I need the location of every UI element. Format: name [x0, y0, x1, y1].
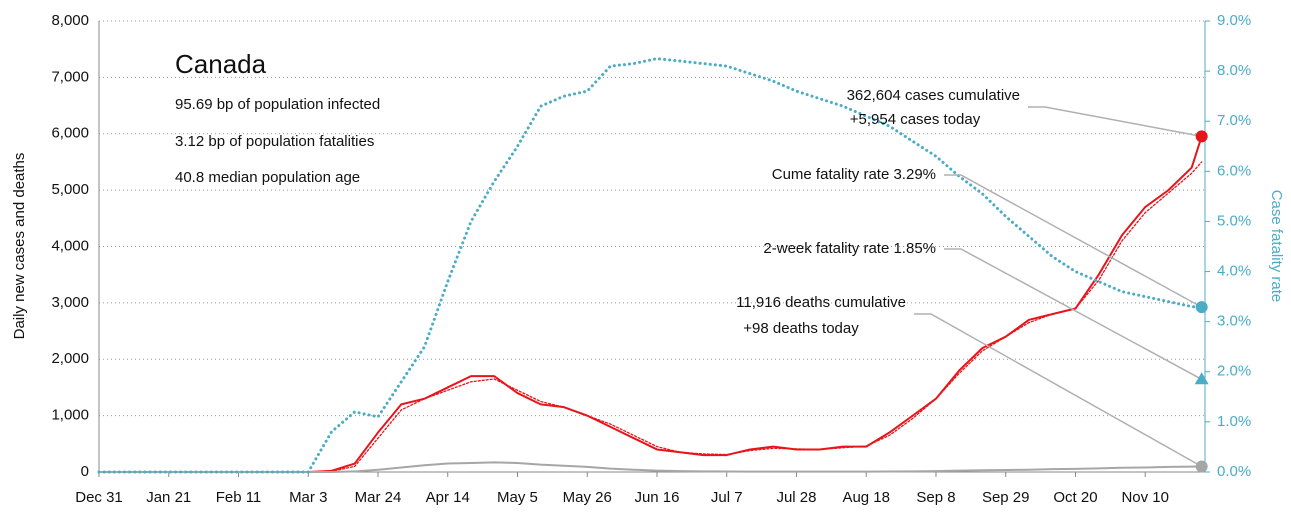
series-line: [98, 135, 1203, 473]
y2-tick-label: 6.0%: [1217, 162, 1251, 179]
y-tick-label: 1,000: [51, 407, 89, 424]
annotation: +98 deaths today: [743, 320, 859, 337]
y-tick-label: 0: [81, 463, 89, 480]
x-tick-label: Apr 14: [426, 489, 470, 506]
x-tick-label: Jun 16: [634, 489, 679, 506]
annotation: 2-week fatality rate 1.85%: [763, 240, 936, 257]
y2-axis-label: Case fatality rate: [1268, 190, 1285, 303]
x-tick-label: Mar 24: [355, 489, 402, 506]
x-tick-label: May 26: [563, 489, 612, 506]
y-axis-label: Daily new cases and deaths: [11, 153, 28, 340]
x-tick-label: Jul 28: [776, 489, 816, 506]
x-tick-label: Nov 10: [1121, 489, 1169, 506]
info-line: 40.8 median population age: [175, 169, 360, 186]
y2-tick-label: 3.0%: [1217, 313, 1251, 330]
marker: [1194, 372, 1209, 385]
info-line: 95.69 bp of population infected: [175, 96, 380, 113]
y-tick-label: 7,000: [51, 68, 89, 85]
y-tick-label: 3,000: [51, 294, 89, 311]
y-tick-label: 2,000: [51, 350, 89, 367]
y-tick-label: 8,000: [51, 12, 89, 29]
marker: [1195, 301, 1208, 314]
x-tick-label: Jul 7: [711, 489, 743, 506]
y-tick-label: 5,000: [51, 181, 89, 198]
annotation: +5,954 cases today: [850, 111, 981, 128]
y2-tick-label: 2.0%: [1217, 363, 1251, 380]
series-line: [98, 161, 1203, 473]
y2-tick-label: 8.0%: [1217, 62, 1251, 79]
x-tick-label: Sep 8: [916, 489, 955, 506]
y2-tick-label: 1.0%: [1217, 413, 1251, 430]
y2-tick-label: 7.0%: [1217, 112, 1251, 129]
marker: [1195, 460, 1208, 473]
y2-tick-label: 4.0%: [1217, 263, 1251, 280]
y2-tick-label: 0.0%: [1217, 463, 1251, 480]
x-tick-label: Oct 20: [1053, 489, 1097, 506]
leader-line: [944, 174, 1203, 308]
annotation: 362,604 cases cumulative: [847, 87, 1020, 104]
x-tick-label: Jan 21: [146, 489, 191, 506]
info-line: 3.12 bp of population fatalities: [175, 133, 374, 150]
y2-tick-label: 9.0%: [1217, 12, 1251, 29]
annotation: 11,916 deaths cumulative: [736, 294, 906, 311]
series-line: [98, 461, 1203, 473]
y2-tick-label: 5.0%: [1217, 212, 1251, 229]
x-tick-label: Mar 3: [289, 489, 327, 506]
y-tick-label: 6,000: [51, 125, 89, 142]
leader-line: [1028, 106, 1202, 138]
marker: [1195, 130, 1208, 143]
x-tick-label: Sep 29: [982, 489, 1030, 506]
annotation: Cume fatality rate 3.29%: [772, 166, 936, 183]
info-title: Canada: [175, 49, 267, 79]
leader-line: [944, 248, 1203, 380]
x-tick-label: Feb 11: [216, 489, 262, 506]
x-tick-label: Dec 31: [75, 489, 123, 506]
x-tick-label: Aug 18: [842, 489, 890, 506]
x-tick-label: May 5: [497, 489, 538, 506]
y-tick-label: 4,000: [51, 237, 89, 254]
series-line: [97, 57, 1204, 474]
leader-line: [914, 313, 1203, 468]
